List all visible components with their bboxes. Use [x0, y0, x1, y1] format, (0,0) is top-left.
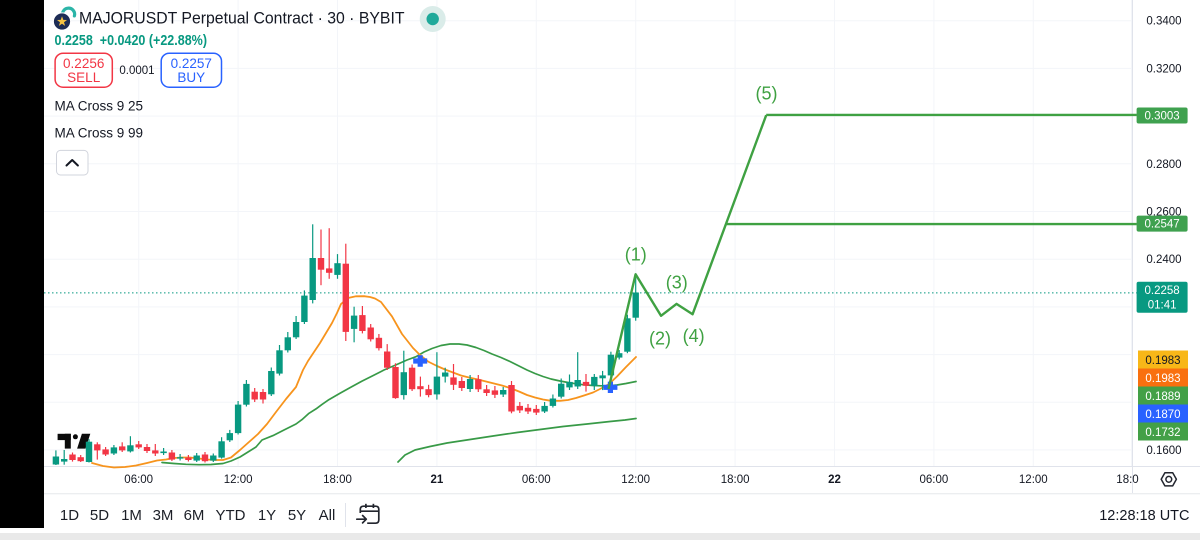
svg-text:0.2258 +0.0420 (+22.88%): 0.2258 +0.0420 (+22.88%) [55, 32, 208, 49]
svg-text:6M: 6M [184, 507, 205, 524]
svg-text:0.2258: 0.2258 [1145, 285, 1180, 297]
svg-text:0.3200: 0.3200 [1146, 63, 1181, 75]
svg-text:12:00: 12:00 [224, 474, 253, 486]
svg-text:0.3003: 0.3003 [1145, 111, 1180, 123]
svg-text:(4): (4) [683, 326, 705, 346]
svg-text:0.2547: 0.2547 [1145, 219, 1180, 231]
svg-text:18:0: 18:0 [1116, 474, 1138, 486]
svg-text:0.1983: 0.1983 [1145, 355, 1180, 367]
svg-text:(2): (2) [649, 329, 671, 349]
svg-text:18:00: 18:00 [721, 474, 750, 486]
svg-text:(3): (3) [666, 273, 688, 293]
svg-text:YTD: YTD [216, 507, 246, 524]
svg-text:0.2800: 0.2800 [1146, 159, 1181, 171]
svg-text:0.2600: 0.2600 [1146, 207, 1181, 219]
svg-text:5D: 5D [90, 507, 109, 524]
svg-text:01:41: 01:41 [1148, 300, 1177, 312]
svg-text:(5): (5) [756, 84, 778, 104]
svg-text:0.1600: 0.1600 [1146, 445, 1181, 457]
svg-text:MA Cross 9 25: MA Cross 9 25 [55, 99, 144, 114]
svg-text:12:28:18 UTC: 12:28:18 UTC [1099, 508, 1189, 524]
svg-text:06:00: 06:00 [124, 474, 153, 486]
svg-text:0.1889: 0.1889 [1145, 391, 1180, 403]
svg-text:0.3400: 0.3400 [1146, 16, 1181, 28]
svg-text:0.2257: 0.2257 [171, 56, 212, 71]
svg-text:12:00: 12:00 [621, 474, 650, 486]
svg-text:(1): (1) [625, 245, 647, 265]
svg-text:06:00: 06:00 [522, 474, 551, 486]
svg-text:1Y: 1Y [258, 507, 276, 524]
svg-text:BUY: BUY [177, 70, 205, 85]
svg-text:22: 22 [828, 474, 841, 486]
svg-text:12:00: 12:00 [1019, 474, 1048, 486]
svg-text:18:00: 18:00 [323, 474, 352, 486]
svg-text:MA Cross 9 99: MA Cross 9 99 [55, 126, 144, 141]
svg-text:21: 21 [431, 474, 444, 486]
svg-text:1M: 1M [121, 507, 142, 524]
svg-text:0.1732: 0.1732 [1145, 427, 1180, 439]
svg-text:0.2400: 0.2400 [1146, 254, 1181, 266]
svg-text:1D: 1D [60, 507, 79, 524]
svg-text:06:00: 06:00 [920, 474, 949, 486]
svg-text:0.1983: 0.1983 [1145, 373, 1180, 385]
svg-text:SELL: SELL [67, 70, 101, 85]
svg-text:0.2256: 0.2256 [63, 56, 104, 71]
svg-text:3M: 3M [153, 507, 174, 524]
svg-text:MAJORUSDT Perpetual Contract ·: MAJORUSDT Perpetual Contract · 30 · BYBI… [79, 10, 405, 28]
svg-text:0.0001: 0.0001 [119, 65, 154, 77]
svg-text:All: All [319, 507, 336, 524]
svg-text:5Y: 5Y [288, 507, 306, 524]
svg-text:0.1870: 0.1870 [1145, 409, 1180, 421]
